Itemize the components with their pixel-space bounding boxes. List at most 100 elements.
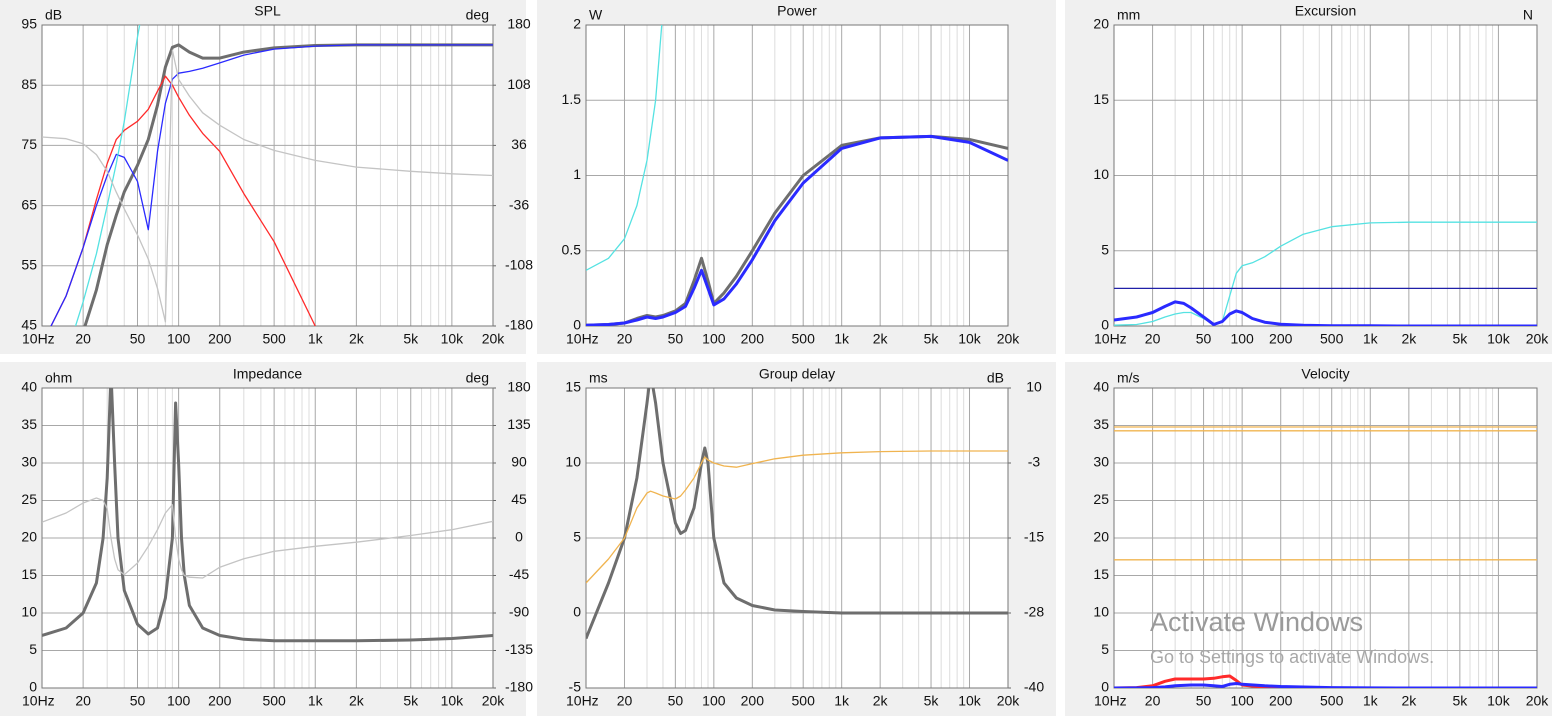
chart-title: Group delay [759,366,835,382]
x-tick-label: 10k [958,693,982,709]
x-tick-label: 5k [924,331,940,347]
y-tick-label: 0 [29,679,37,695]
series-group [586,25,1008,326]
y-tick-label: 20 [1093,529,1109,545]
x-tick-label: 10Hz [22,693,55,709]
y-tick-label: -5 [569,679,582,695]
x-tick-label: 100 [1230,331,1254,347]
y2-tick-label: -36 [509,196,529,212]
x-tick-label: 1k [1363,693,1379,709]
series-line [1114,300,1537,326]
y-tick-label: 1 [573,166,581,182]
y2-tick-label: -180 [505,317,533,333]
x-tick-label: 200 [208,331,232,347]
x-tick-label: 100 [167,331,191,347]
series-line [1114,674,1537,688]
y2-tick-label: 180 [507,16,531,32]
x-tick-label: 5k [1452,693,1468,709]
y-tick-label: 10 [1093,604,1109,620]
y2-tick-label: 180 [507,379,531,395]
y-unit: dB [45,7,62,23]
x-tick-label: 100 [1230,693,1254,709]
x-tick-label: 1k [834,331,850,347]
series-line [1114,221,1537,326]
chart-title: Impedance [233,366,302,382]
y-tick-label: 0 [1101,679,1109,695]
x-tick-label: 50 [668,331,684,347]
y-tick-label: 10 [21,604,37,620]
series-line [1114,682,1537,688]
x-tick-label: 100 [702,693,726,709]
x-tick-label: 10Hz [22,331,55,347]
x-tick-label: 1k [308,331,324,347]
x-tick-label: 20 [75,331,91,347]
x-tick-label: 5k [1452,331,1468,347]
y-unit: W [589,7,603,23]
x-tick-label: 5k [924,693,940,709]
y-unit: m/s [1117,370,1140,386]
y2-unit: deg [466,370,489,386]
x-tick-label: 500 [1320,693,1344,709]
y-tick-label: 2 [573,16,581,32]
y-tick-label: 5 [1101,241,1109,257]
series-line [586,388,1008,640]
y-tick-label: 95 [21,16,37,32]
series-group [1114,221,1537,326]
x-tick-label: 500 [792,693,816,709]
y2-tick-label: -15 [1024,529,1044,545]
y-tick-label: 5 [573,529,581,545]
x-tick-label: 100 [702,331,726,347]
series-group [42,25,493,326]
x-tick-label: 20k [997,693,1021,709]
x-tick-label: 20 [617,693,633,709]
y2-tick-label: 10 [1026,379,1042,395]
y-tick-label: 1.5 [562,91,582,107]
series-line [50,75,316,326]
chart-panel: 10Hz 20 50 100 200 500 1k 2k 5k 10k 20k 45 55 65 75 85 9… [0,0,533,354]
x-tick-label: 500 [792,331,816,347]
x-tick-label: 20 [617,331,633,347]
y-tick-label: 15 [1093,566,1109,582]
x-tick-label: 10Hz [566,693,599,709]
series-line [42,49,493,323]
y-tick-label: 15 [565,379,581,395]
y2-tick-label: -108 [505,257,533,273]
series-line [586,134,1008,326]
x-tick-label: 1k [308,693,324,709]
y-tick-label: 10 [565,454,581,470]
chart-panel: 10Hz 20 50 100 200 500 1k 2k 5k 10k 20k 0 5 10 15 20 25 3… [1065,362,1552,716]
y-tick-label: 5 [1101,641,1109,657]
y2-tick-label: -135 [505,641,533,657]
y-tick-label: 40 [1093,379,1109,395]
y-tick-label: 25 [21,491,37,507]
chart-title: Velocity [1301,366,1349,382]
y-unit: ohm [45,370,72,386]
y-tick-label: 25 [1093,491,1109,507]
y2-tick-label: 36 [511,136,527,152]
x-tick-label: 100 [167,693,191,709]
plot-border [41,387,494,689]
chart-panel: 10Hz 20 50 100 200 500 1k 2k 5k 10k 20k 0 5 10 15 20 Exc… [1065,0,1552,354]
x-tick-label: 20k [1526,693,1550,709]
y-unit: ms [589,370,608,386]
x-tick-label: 50 [668,693,684,709]
y-tick-label: 20 [21,529,37,545]
series-line [50,44,493,326]
y-tick-label: 0 [573,604,581,620]
x-tick-label: 20k [997,331,1021,347]
chart-title: SPL [254,3,281,19]
y-tick-label: 40 [21,379,37,395]
y-tick-label: 5 [29,641,37,657]
chart-panel: 10Hz 20 50 100 200 500 1k 2k 5k 10k 20k -5 0 5 10 15 -40… [537,362,1056,716]
x-tick-label: 10k [441,331,465,347]
x-tick-label: 200 [1269,693,1293,709]
y2-tick-label: -28 [1024,604,1044,620]
y-tick-label: 15 [21,566,37,582]
x-tick-label: 5k [403,331,419,347]
x-tick-label: 200 [741,693,765,709]
chart-panel: 10Hz 20 50 100 200 500 1k 2k 5k 10k 20k 0 0.5 1 1.5 2 Po… [537,0,1056,354]
x-tick-label: 50 [130,693,146,709]
y2-tick-label: 108 [507,76,531,92]
x-tick-label: 1k [834,693,850,709]
x-tick-label: 10k [1487,693,1511,709]
